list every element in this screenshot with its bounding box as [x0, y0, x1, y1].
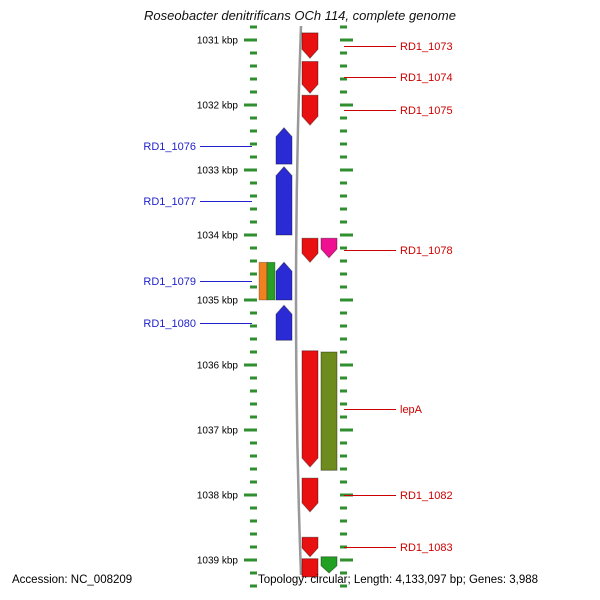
gene-feature[interactable]: [320, 556, 338, 574]
gene-RD1_1075[interactable]: [301, 94, 319, 126]
gene-label-RD1_1078[interactable]: RD1_1078: [400, 245, 453, 257]
ruler-label: 1031 kbp: [197, 36, 239, 47]
genome-backbone: [294, 25, 303, 576]
ruler-label: 1032 kbp: [197, 101, 239, 112]
accession-text: Accession: NC_008209: [12, 574, 133, 586]
ruler-label: 1033 kbp: [197, 166, 239, 177]
gene-RD1_1083[interactable]: [301, 536, 319, 558]
gene-RD1_1082[interactable]: [301, 477, 319, 513]
gene-label-RD1_1076[interactable]: RD1_1076: [143, 141, 196, 153]
page-title: Roseobacter denitrificans OCh 114, compl…: [144, 8, 456, 23]
gene-feature[interactable]: [266, 261, 276, 301]
gene-RD1_1079[interactable]: [275, 261, 293, 301]
gene-label-RD1_1080[interactable]: RD1_1080: [143, 318, 196, 330]
gene-RD1_1080[interactable]: [275, 304, 293, 341]
gene-feature[interactable]: [258, 261, 268, 301]
ruler-label: 1037 kbp: [197, 426, 239, 437]
gene-feature[interactable]: [320, 237, 338, 259]
gene-feature[interactable]: [320, 351, 338, 471]
gene-RD1_1074[interactable]: [301, 60, 319, 95]
ruler-label: 1036 kbp: [197, 361, 239, 372]
status-bar: Accession: NC_008209 Topology: circular;…: [0, 574, 600, 596]
gene-label-RD1_1082[interactable]: RD1_1082: [400, 490, 453, 502]
gene-label-RD1_1083[interactable]: RD1_1083: [400, 542, 453, 554]
gene-feature[interactable]: [301, 558, 319, 578]
gene-RD1_1073[interactable]: [301, 32, 319, 59]
gene-label-lepA[interactable]: lepA: [400, 404, 423, 416]
gene-label-RD1_1075[interactable]: RD1_1075: [400, 105, 453, 117]
gene-label-RD1_1073[interactable]: RD1_1073: [400, 41, 453, 53]
gene-RD1_1076[interactable]: [275, 126, 293, 165]
gene-lepA[interactable]: [301, 350, 319, 468]
topology-text: Topology: circular; Length: 4,133,097 bp…: [258, 574, 539, 586]
ruler-label: 1038 kbp: [197, 491, 239, 502]
gene-label-RD1_1074[interactable]: RD1_1074: [400, 72, 453, 84]
ruler-label: 1039 kbp: [197, 556, 239, 567]
ruler-label: 1034 kbp: [197, 231, 239, 242]
gene-RD1_1078[interactable]: [301, 237, 319, 264]
gene-RD1_1077[interactable]: [275, 165, 293, 236]
gene-label-RD1_1079[interactable]: RD1_1079: [143, 276, 196, 288]
gene-label-RD1_1077[interactable]: RD1_1077: [143, 196, 196, 208]
ruler-label: 1035 kbp: [197, 296, 239, 307]
